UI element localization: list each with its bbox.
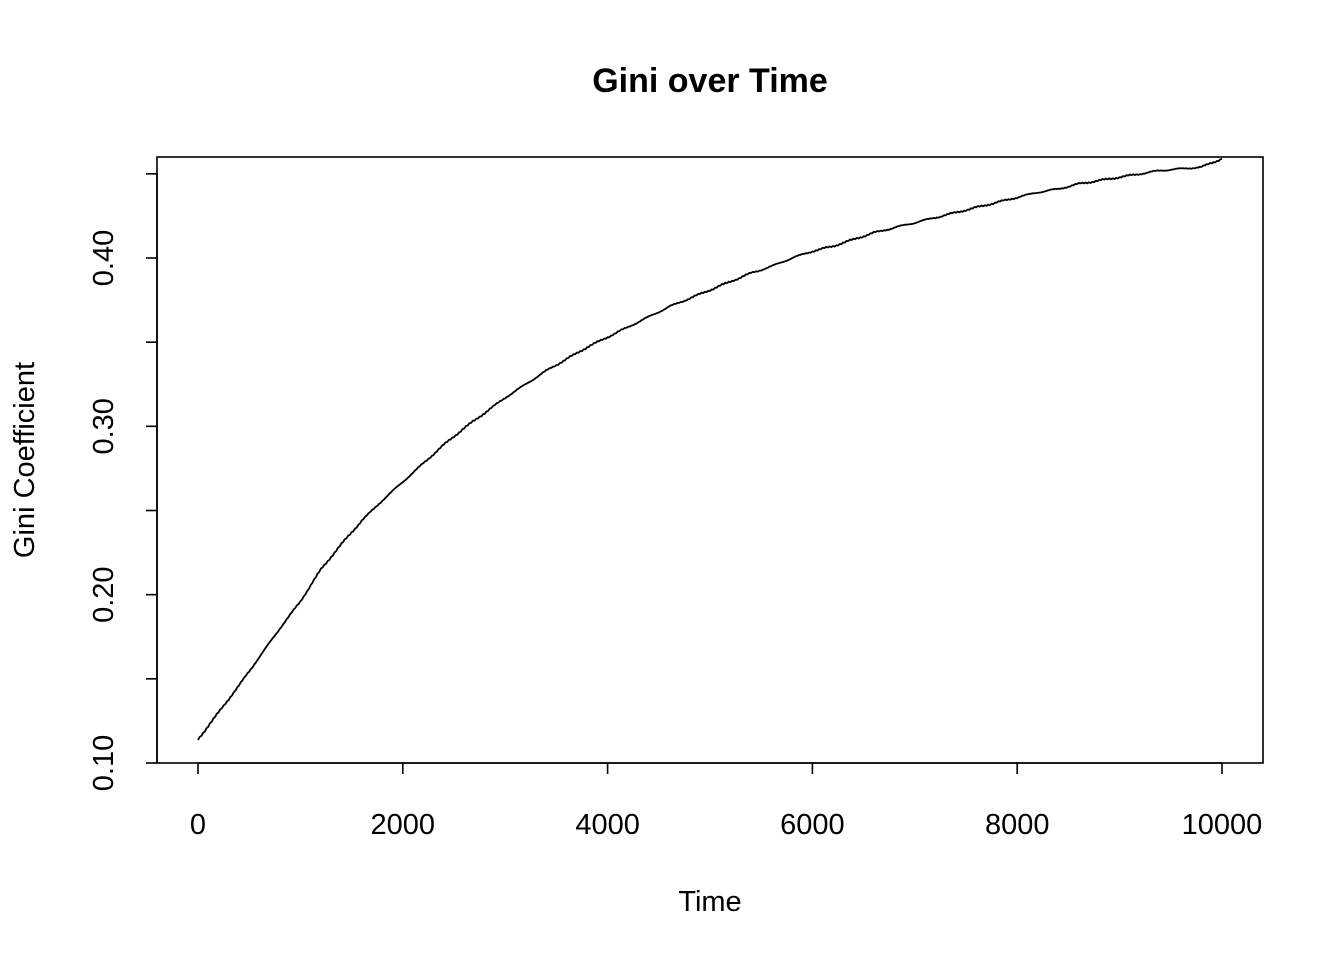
x-tick-label: 2000 bbox=[371, 809, 436, 841]
y-tick-label: 0.30 bbox=[88, 398, 120, 454]
x-axis-label: Time bbox=[678, 886, 741, 918]
series-layer bbox=[197, 157, 1223, 741]
x-axis: 0 2000 4000 6000 8000 10000 bbox=[190, 762, 1263, 841]
chart-title: Gini over Time bbox=[592, 62, 828, 100]
y-tick-label: 0.10 bbox=[88, 735, 120, 791]
x-tick-label: 0 bbox=[190, 809, 206, 841]
y-axis-label: Gini Coefficient bbox=[9, 362, 41, 558]
y-tick-label: 0.40 bbox=[88, 230, 120, 286]
y-tick-label: 0.20 bbox=[88, 566, 120, 622]
x-tick-label: 10000 bbox=[1182, 809, 1263, 841]
plot-frame bbox=[156, 156, 1264, 764]
x-tick-label: 6000 bbox=[780, 809, 845, 841]
x-tick-label: 8000 bbox=[985, 809, 1050, 841]
y-axis: 0.10 0.20 0.30 0.40 bbox=[88, 173, 158, 791]
gini-series-line bbox=[197, 157, 1223, 741]
x-tick-label: 4000 bbox=[575, 809, 640, 841]
